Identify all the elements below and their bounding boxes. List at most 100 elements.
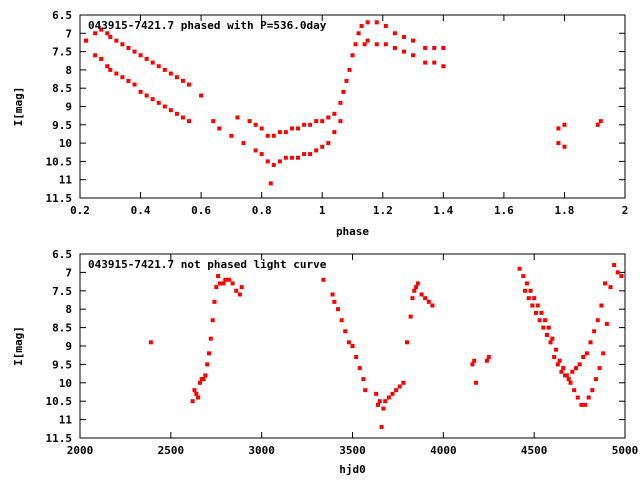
x-axis-label: hjd0 [339,463,366,476]
data-point [350,53,355,58]
data-point [539,310,544,315]
y-tick-label: 6.5 [52,248,72,261]
data-point [546,325,551,330]
data-point [401,34,406,39]
data-point [217,126,222,131]
data-point [162,104,167,109]
data-point [120,42,125,47]
data-point [595,122,600,127]
x-axis-label: phase [336,225,369,238]
data-point [410,296,415,301]
data-point [608,285,613,290]
data-point [562,144,567,149]
data-point [521,274,526,279]
data-point [138,89,143,94]
data-point [346,340,351,345]
data-point [201,377,206,382]
data-point [168,71,173,76]
data-point [543,318,548,323]
data-point [217,281,222,286]
data-point [192,388,197,393]
data-point [601,351,606,356]
data-point [190,399,195,404]
data-point [568,380,573,385]
y-tick-label: 9 [65,101,72,114]
data-point [296,155,300,160]
data-point [132,49,137,54]
data-point [156,64,161,69]
data-point [326,141,331,146]
data-point [484,358,489,363]
data-point [283,155,288,160]
data-point [226,277,231,282]
data-point [575,395,580,400]
x-tick-label: 1.6 [494,204,514,217]
data-point [216,274,221,279]
data-point [375,402,380,407]
data-point [214,285,219,290]
data-point [308,152,313,157]
data-point [603,281,608,286]
data-point [253,122,258,127]
data-point [419,292,424,297]
data-point [144,56,149,61]
data-point [126,45,131,50]
data-point [474,380,479,385]
x-tick-label: 5000 [612,444,639,457]
x-tick-label: 0.8 [252,204,272,217]
data-point [205,362,210,367]
y-tick-label: 8 [65,303,72,316]
data-point [537,318,542,323]
data-point [308,122,313,127]
data-point [533,310,538,315]
data-point [241,141,246,146]
data-point [528,288,533,293]
data-point [405,340,409,345]
data-point [126,78,131,83]
x-tick-label: 0.4 [131,204,151,217]
y-tick-label: 7.5 [52,46,72,59]
y-tick-label: 8.5 [52,322,72,335]
data-point [223,277,228,282]
data-point [199,93,204,98]
data-point [132,82,137,87]
data-point [283,130,288,135]
data-point [332,130,337,135]
data-point [230,281,235,286]
data-point [320,144,325,149]
data-point [320,119,325,124]
data-point [321,277,326,282]
data-point [517,266,522,271]
data-point [234,288,239,293]
data-point [326,115,331,120]
data-point [556,141,561,146]
data-point [441,45,446,50]
data-point [381,406,386,411]
y-tick-label: 11 [59,414,73,427]
data-point [211,119,216,124]
data-point [548,340,553,345]
data-point [619,274,624,279]
data-point [174,111,179,116]
y-tick-label: 10 [59,377,72,390]
data-point [524,281,529,286]
data-point [472,358,477,363]
data-point [277,130,282,135]
data-point [423,60,428,65]
data-point [314,148,319,153]
data-point [180,115,185,120]
data-point [194,391,199,396]
data-point [253,148,258,153]
data-point [365,38,370,43]
y-tick-label: 9.5 [52,119,72,132]
data-point [335,307,340,312]
x-tick-label: 0.2 [70,204,90,217]
data-point [93,53,98,58]
data-point [365,20,370,25]
x-tick-label: 3000 [248,444,275,457]
x-tick-label: 2 [622,204,629,217]
data-point [150,60,155,65]
data-point [383,399,388,404]
data-point [470,362,475,367]
